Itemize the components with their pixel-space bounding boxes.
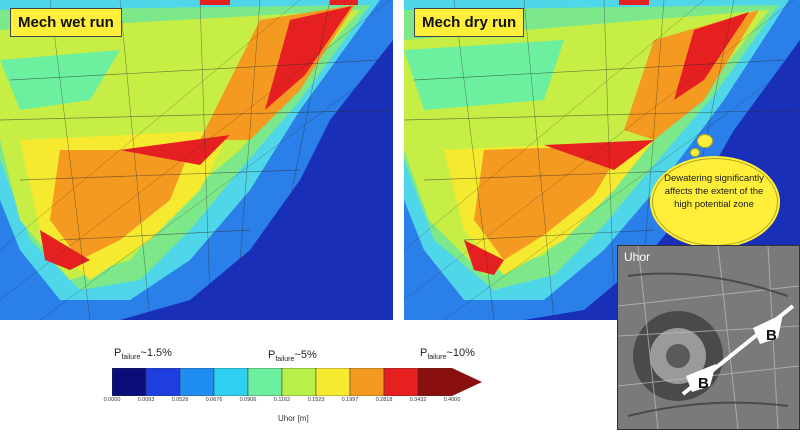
inset-title: Uhor [624,250,651,264]
probability-label-3: Pfailure~10% [420,347,475,362]
color-scale-segment [281,368,317,396]
callout-text: Dewatering significantly affects the ext… [664,173,764,210]
color-scale-tick-label: 0.0093 [137,397,155,403]
inset-marker-b2: B [766,327,777,344]
color-scale-segment [179,368,215,396]
color-scale-tick-label: 0.1162 [273,397,291,403]
color-scale-tick-label: 0.3432 [409,397,427,403]
callout-bubble [652,158,778,246]
color-scale-tick-label: 0.2818 [375,397,393,403]
color-scale-tick-label: 0.0526 [171,397,189,403]
probability-label-2: Pfailure~5% [268,349,317,364]
color-scale-bar [112,368,482,396]
color-scale-tick-label: 0.1997 [341,397,359,403]
probability-label-1: Pfailure~1.5% [114,347,172,362]
inset-marker-b1: B [698,375,709,392]
thought-bubble-dot-small [690,148,700,157]
thought-bubble-dot-large [697,134,713,148]
color-scale-tick-label: 0.0000 [103,397,121,403]
color-scale-arrow [452,368,482,396]
wet-run-label: Mech wet run [10,8,122,37]
uhor-inset-plot: B B [618,246,799,429]
color-scale-segment [112,368,147,396]
color-scale-unit: Uhor [m] [278,414,309,423]
color-scale-segment [383,368,419,396]
color-scale-tick-label: 0.0906 [239,397,257,403]
color-scale-segment [417,368,453,396]
color-scale-tick-label: 0.1523 [307,397,325,403]
uhor-inset-image: B B Uhor [617,245,800,430]
dewatering-callout: Dewatering significantly affects the ext… [652,158,778,246]
color-scale-segment [349,368,385,396]
color-scale-segment [247,368,283,396]
wet-run-panel: Mech wet run [0,0,393,320]
color-scale-tick-label: 0.0676 [205,397,223,403]
color-scale-segment [315,368,351,396]
color-scale-segment [145,368,181,396]
wet-run-contour-plot [0,0,393,320]
color-scale-segment [213,368,249,396]
color-scale-tick-label: 0.4000 [443,397,461,403]
dry-run-label: Mech dry run [414,8,525,37]
